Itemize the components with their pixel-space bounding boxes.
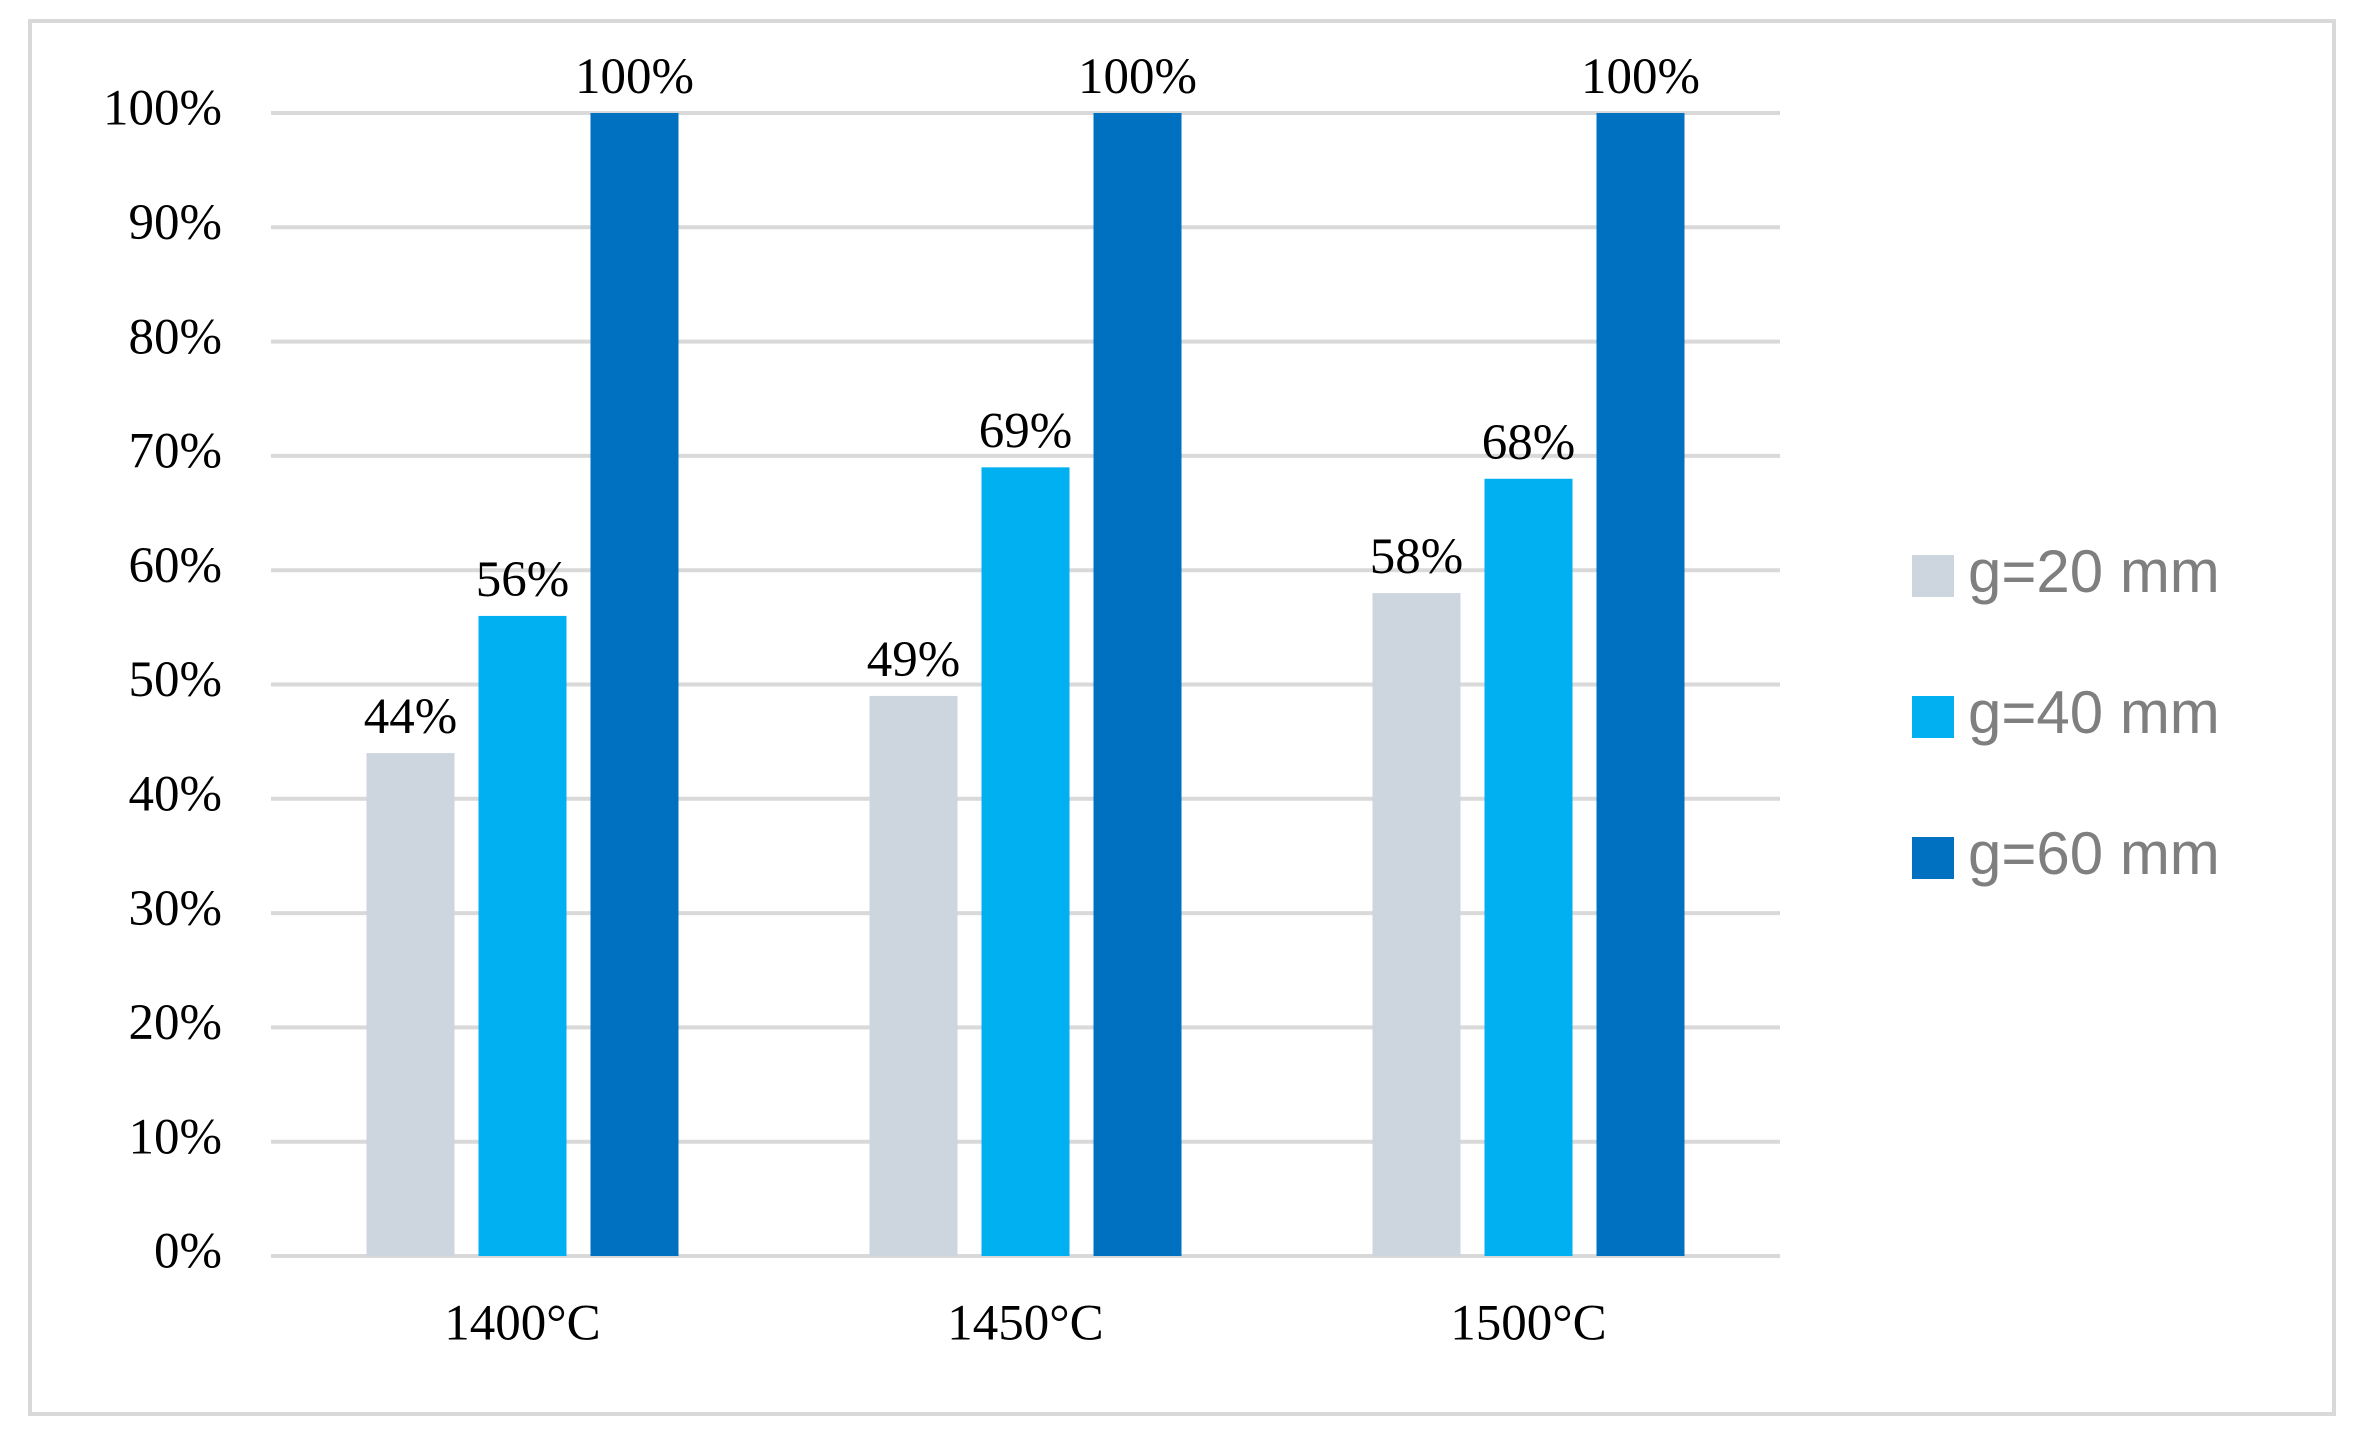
- y-tick-label: 0%: [154, 1224, 222, 1280]
- y-tick-label: 70%: [129, 424, 222, 480]
- bar: [366, 753, 455, 1256]
- legend-label: g=40 mm: [1968, 679, 2220, 746]
- value-label: 100%: [1078, 49, 1197, 105]
- y-tick-label: 10%: [129, 1109, 222, 1165]
- value-label: 100%: [575, 49, 694, 105]
- x-tick-label: 1400°C: [444, 1296, 600, 1352]
- legend-swatch: [1912, 555, 1954, 597]
- y-tick-label: 60%: [129, 538, 222, 594]
- legend-label: g=60 mm: [1968, 820, 2220, 887]
- value-label: 58%: [1370, 529, 1463, 585]
- y-tick-label: 80%: [129, 309, 222, 365]
- y-tick-label: 30%: [129, 881, 222, 937]
- value-label: 69%: [979, 403, 1072, 459]
- bar: [478, 615, 567, 1256]
- bar: [590, 113, 679, 1256]
- y-tick-label: 40%: [129, 767, 222, 823]
- y-tick-label: 20%: [129, 995, 222, 1051]
- value-label: 56%: [476, 552, 569, 608]
- y-tick-label: 90%: [129, 195, 222, 251]
- bar: [1484, 478, 1573, 1256]
- legend-swatch: [1912, 696, 1954, 738]
- bar: [1093, 113, 1182, 1256]
- x-tick-label: 1450°C: [947, 1296, 1103, 1352]
- value-label: 44%: [364, 689, 457, 745]
- y-tick-label: 50%: [129, 652, 222, 708]
- bar: [1372, 593, 1461, 1256]
- bar: [869, 695, 958, 1256]
- bar: [981, 467, 1070, 1257]
- value-label: 49%: [867, 632, 960, 688]
- value-label: 68%: [1482, 415, 1575, 471]
- legend-label: g=20 mm: [1968, 538, 2220, 605]
- y-tick-label: 100%: [103, 81, 222, 137]
- x-tick-label: 1500°C: [1450, 1296, 1606, 1352]
- bar: [1596, 113, 1685, 1256]
- legend-swatch: [1912, 837, 1954, 879]
- value-label: 100%: [1581, 49, 1700, 105]
